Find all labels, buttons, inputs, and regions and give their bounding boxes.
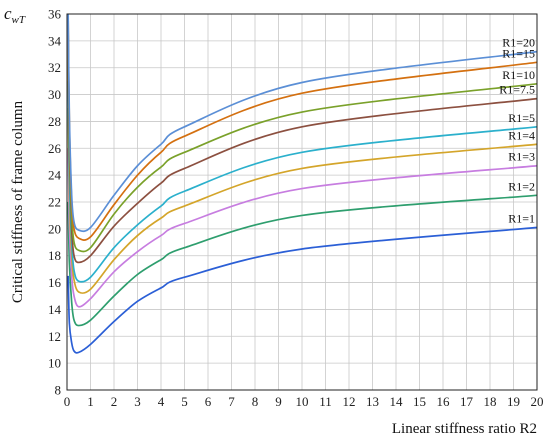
x-tick-label: 20: [531, 394, 544, 409]
x-tick-label: 16: [437, 394, 451, 409]
corner-label: cwT: [4, 4, 26, 26]
series-line: [67, 226, 538, 354]
series-line: [67, 194, 538, 327]
x-tick-label: 7: [228, 394, 235, 409]
y-tick-label: 34: [48, 33, 62, 48]
x-tick-label: 18: [484, 394, 497, 409]
y-tick-label: 28: [48, 114, 61, 129]
corner-label-main: c: [4, 4, 12, 23]
x-tick-label: 2: [111, 394, 118, 409]
series-label: R1=4: [508, 128, 535, 142]
x-tick-label: 13: [366, 394, 379, 409]
series-label: R1=7.5: [499, 83, 535, 97]
y-tick-label: 36: [48, 7, 62, 22]
y-tick-label: 24: [48, 168, 62, 183]
plot-frame: [66, 13, 538, 391]
x-tick-label: 0: [64, 394, 71, 409]
x-tick-label: 5: [181, 394, 188, 409]
x-tick-label: 19: [507, 394, 520, 409]
x-tick-label: 8: [252, 394, 259, 409]
x-tick-label: 15: [413, 394, 426, 409]
y-axis-label: Critical stiffness of frame column: [10, 100, 26, 303]
series-label: R1=5: [508, 111, 535, 125]
y-tick-label: 22: [48, 195, 61, 210]
x-tick-label: 14: [390, 394, 404, 409]
series-label: R1=10: [502, 68, 535, 82]
series-labels: R1=1 R1=2 R1=3 R1=4 R1=5 R1=7.5R1=10 R1=15R1=2…: [499, 36, 535, 226]
series-label: R1=20: [502, 36, 535, 50]
y-tick-label: 16: [48, 275, 62, 290]
x-tick-label: 1: [87, 394, 94, 409]
y-tick-label: 8: [55, 383, 62, 398]
x-tick-label: 12: [343, 394, 356, 409]
x-tick-label: 6: [205, 394, 212, 409]
y-tick-label: 12: [48, 329, 61, 344]
series-line: [67, 148, 538, 308]
y-tick-label: 32: [48, 60, 61, 75]
x-tick-label: 17: [460, 394, 474, 409]
y-tick-label: 30: [48, 87, 61, 102]
y-tick-label: 18: [48, 248, 61, 263]
x-tick-label: 9: [275, 394, 282, 409]
x-tick-label: 3: [134, 394, 141, 409]
y-tick-labels: 8 10 12 14 16 18 20 22 24 26 28 30 32 34 36: [48, 7, 62, 398]
series-lines: [67, 13, 538, 354]
x-tick-label: 4: [158, 394, 165, 409]
x-tick-label: 10: [296, 394, 309, 409]
grid-lines: [67, 14, 537, 390]
y-tick-label: 10: [48, 356, 61, 371]
series-line: [67, 13, 538, 233]
x-tick-labels: 0 1 2 3 4 5 6 7 8 9 10 11 12 13 14 15 16 17 18 19 20: [64, 394, 544, 409]
x-tick-label: 11: [319, 394, 332, 409]
series-label: R1=15: [502, 46, 535, 60]
corner-label-sub: wT: [12, 14, 26, 26]
series-label: R1=1: [508, 212, 535, 226]
series-label: R1=2: [508, 179, 535, 193]
y-tick-label: 14: [48, 302, 62, 317]
y-tick-label: 26: [48, 141, 62, 156]
y-tick-label: 20: [48, 221, 61, 236]
series-label: R1=3: [508, 150, 535, 164]
x-axis-label: Linear stiffness ratio R2: [392, 421, 537, 437]
